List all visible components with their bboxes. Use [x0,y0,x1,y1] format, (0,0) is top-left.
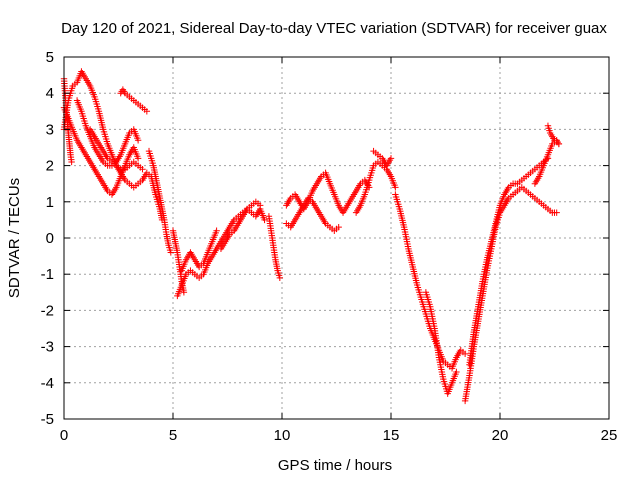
y-tick-label: 0 [46,230,54,247]
data-point [68,158,75,166]
ticks: 0 5 10 15 20 25 -5 -4 -3 -2 -1 0 1 2 3 4 5 [41,49,618,444]
data-point [461,350,469,358]
y-tick-label: -5 [41,411,54,428]
data-points [60,68,563,405]
data-point [180,289,188,296]
data-point [553,209,560,216]
data-point [392,184,399,191]
x-tick-label: 15 [383,427,400,444]
data-point [134,155,142,162]
data-point [387,155,395,162]
data-point [213,227,220,234]
y-tick-label: 5 [46,49,54,66]
y-axis-label: SDTVAR / TECUs [6,178,23,298]
data-point [139,166,146,173]
x-tick-label: 0 [60,427,68,444]
y-tick-label: -3 [41,339,54,356]
y-tick-label: -4 [41,375,54,392]
x-tick-label: 5 [169,427,177,444]
y-tick-label: 3 [46,121,54,138]
chart-title: Day 120 of 2021, Sidereal Day-to-day VTE… [61,20,607,37]
y-tick-label: -1 [41,266,54,283]
data-point [276,274,284,282]
y-tick-label: -2 [41,302,54,319]
data-point [335,223,342,231]
data-point [453,368,460,376]
y-tick-label: 1 [46,194,54,211]
x-tick-label: 20 [492,427,509,444]
x-tick-label: 10 [274,427,291,444]
y-tick-label: 4 [46,85,54,102]
data-point [143,108,151,115]
data-point [261,216,268,224]
data-point [134,137,142,144]
data-point [555,140,563,148]
x-axis-label: GPS time / hours [278,457,392,474]
y-tick-label: 2 [46,158,54,175]
data-point [167,249,175,256]
x-tick-label: 25 [601,427,618,444]
